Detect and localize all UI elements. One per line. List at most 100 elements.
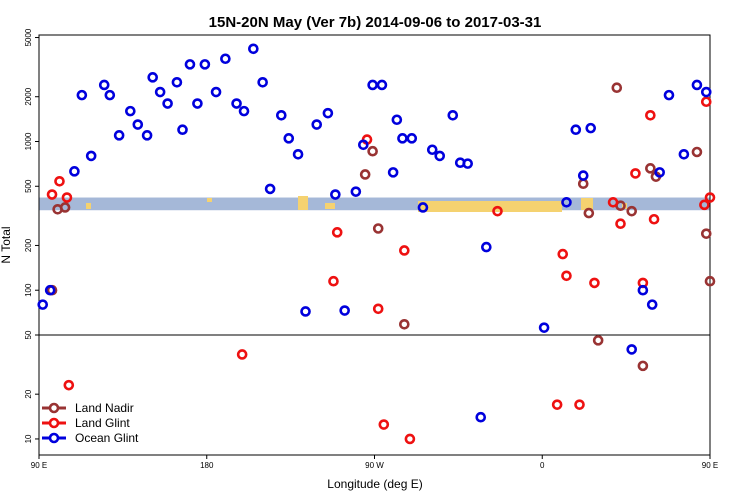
y-tick-label-3: 100 [24,283,33,297]
land-nadir-point-5 [372,223,384,234]
legend-label-land-nadir: Land Nadir [75,401,134,415]
ocean-glint-point-27 [283,133,295,144]
y-tick-label-7: 2000 [24,87,33,105]
ocean-glint-point-48 [475,411,487,423]
ocean-glint-point-44 [434,150,446,162]
x-tick-label-3: 0 [540,461,545,470]
y-tick-label-6: 1000 [24,132,33,150]
x-tick-label-4: 90 E [702,461,718,470]
ocean-glint-point-38 [387,167,399,178]
ocean-glint-point-11 [147,72,158,83]
y-axis-ticks: 10 20 50 100 200 500 1000 2000 5000 [24,28,39,443]
land-glint-point-9 [399,245,410,256]
ocean-glint-point-10 [141,130,153,141]
ocean-glint-point-6 [104,89,116,101]
land-glint-point-23 [648,213,660,225]
ocean-glint-point-20 [220,53,231,65]
ocean-glint-point-34 [350,186,362,197]
y-tick-label-2: 50 [24,330,33,339]
land-glint-point-22 [645,110,656,121]
ocean-glint-point-49 [481,241,492,253]
land-glint-point-17 [589,277,600,289]
ocean-glint-point-22 [238,105,250,117]
land-glint-point-0 [46,189,58,200]
y-tick-label-8: 5000 [24,28,33,46]
legend-marker-land-nadir [48,402,60,414]
ocean-glint-point-61 [691,79,703,91]
land-glint-point-3 [63,379,75,391]
land-glint-point-12 [492,205,503,217]
ocean-glint-point-13 [162,98,173,109]
legend-marker-land-glint [48,417,60,429]
ocean-glint-point-19 [210,86,222,98]
land-nadir-point-4 [367,145,378,157]
x-axis-label: Longitude (deg E) [327,477,422,491]
ocean-glint-point-40 [397,133,408,144]
chart-title: 15N-20N May (Ver 7b) 2014-09-06 to 2017-… [209,14,542,31]
ocean-glint-point-17 [192,98,203,109]
ocean-glint-point-5 [98,79,110,91]
ocean-glint-point-55 [626,344,638,355]
land-nadir-point-16 [691,146,703,158]
y-tick-label-4: 200 [24,238,33,252]
x-tick-label-2: 90 W [365,461,384,470]
land-glint-point-25 [700,96,712,108]
land-patch-3 [86,203,91,209]
ocean-glint-point-37 [376,79,388,91]
legend-label-land-glint: Land Glint [75,416,130,430]
land-nadir-point-18 [704,275,716,287]
land-patch-6 [207,198,212,202]
ocean-glint-point-14 [171,77,183,88]
land-patch-0 [418,201,562,212]
land-glint-point-8 [372,303,384,315]
land-glint-point-15 [561,270,572,282]
land-glint-point-11 [378,419,390,430]
y-tick-label-1: 20 [24,389,33,398]
legend-label-ocean-glint: Ocean Glint [75,431,139,445]
ocean-glint-point-23 [248,43,259,55]
ocean-glint-point-42 [417,202,429,213]
land-nadir-point-1 [59,202,71,213]
ocean-glint-point-12 [154,86,166,98]
ocean-glint-point-35 [358,139,369,151]
ocean-glint-point-58 [654,167,665,178]
ocean-glint-point-54 [585,122,597,134]
ocean-glint-point-1 [44,284,56,296]
land-nadir-point-6 [399,319,410,330]
legend-marker-ocean-glint [48,432,60,444]
ocean-glint-point-50 [538,322,550,333]
ocean-glint-point-15 [177,124,188,136]
ocean-glint-point-7 [113,130,125,141]
land-glint-point-19 [615,218,626,230]
land-glint-point-14 [557,248,569,260]
ocean-glint-point-9 [132,119,144,130]
land-glint-point-1 [54,175,65,187]
ocean-glint-point-39 [391,114,403,126]
ocean-glint-point-53 [577,170,589,181]
ocean-glint-point-8 [125,105,136,117]
ocean-glint-point-33 [339,305,350,316]
land-glint-point-18 [607,197,619,208]
land-nadir-point-17 [700,228,712,239]
ocean-glint-point-28 [292,149,304,160]
land-patch-4 [581,198,593,210]
ocean-glint-point-36 [367,79,378,91]
land-nadir-point-3 [359,169,371,180]
land-nadir-point-9 [592,335,604,346]
ocean-glint-point-51 [561,197,572,208]
land-glint-point-4 [236,349,248,360]
y-axis-label: N Total [0,226,13,263]
ocean-glint-point-29 [300,306,311,317]
ocean-glint-point-57 [646,299,658,310]
land-glint-point-16 [574,399,585,410]
plot-frame [38,34,711,456]
land-patch-1 [298,196,308,210]
ocean-glint-point-32 [330,189,341,200]
ocean-glint-point-59 [663,89,675,101]
ocean-glint-point-60 [678,149,690,160]
land-glint-point-13 [551,399,563,410]
land-nadir-point-12 [626,205,638,217]
y-tick-label-0: 10 [24,434,33,443]
